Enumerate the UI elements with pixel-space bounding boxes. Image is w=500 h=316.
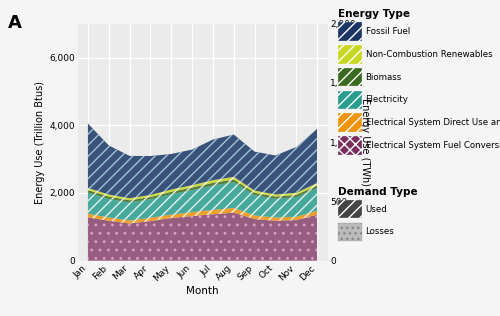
- Text: Non-Combustion Renewables: Non-Combustion Renewables: [366, 50, 492, 59]
- Y-axis label: Energy Use (TWh): Energy Use (TWh): [360, 98, 370, 186]
- Text: Energy Type: Energy Type: [338, 9, 409, 20]
- Text: Losses: Losses: [366, 228, 394, 236]
- Text: Demand Type: Demand Type: [338, 187, 417, 197]
- Text: Electrical System Fuel Conversion: Electrical System Fuel Conversion: [366, 141, 500, 150]
- Y-axis label: Energy Use (Trillion Btus): Energy Use (Trillion Btus): [35, 81, 45, 204]
- Text: Used: Used: [366, 205, 388, 214]
- Text: A: A: [8, 14, 22, 32]
- X-axis label: Month: Month: [186, 286, 219, 296]
- Text: Fossil Fuel: Fossil Fuel: [366, 27, 410, 36]
- Text: Electricity: Electricity: [366, 95, 408, 104]
- Text: Electrical System Direct Use and T&D: Electrical System Direct Use and T&D: [366, 118, 500, 127]
- Text: Biomass: Biomass: [366, 73, 402, 82]
